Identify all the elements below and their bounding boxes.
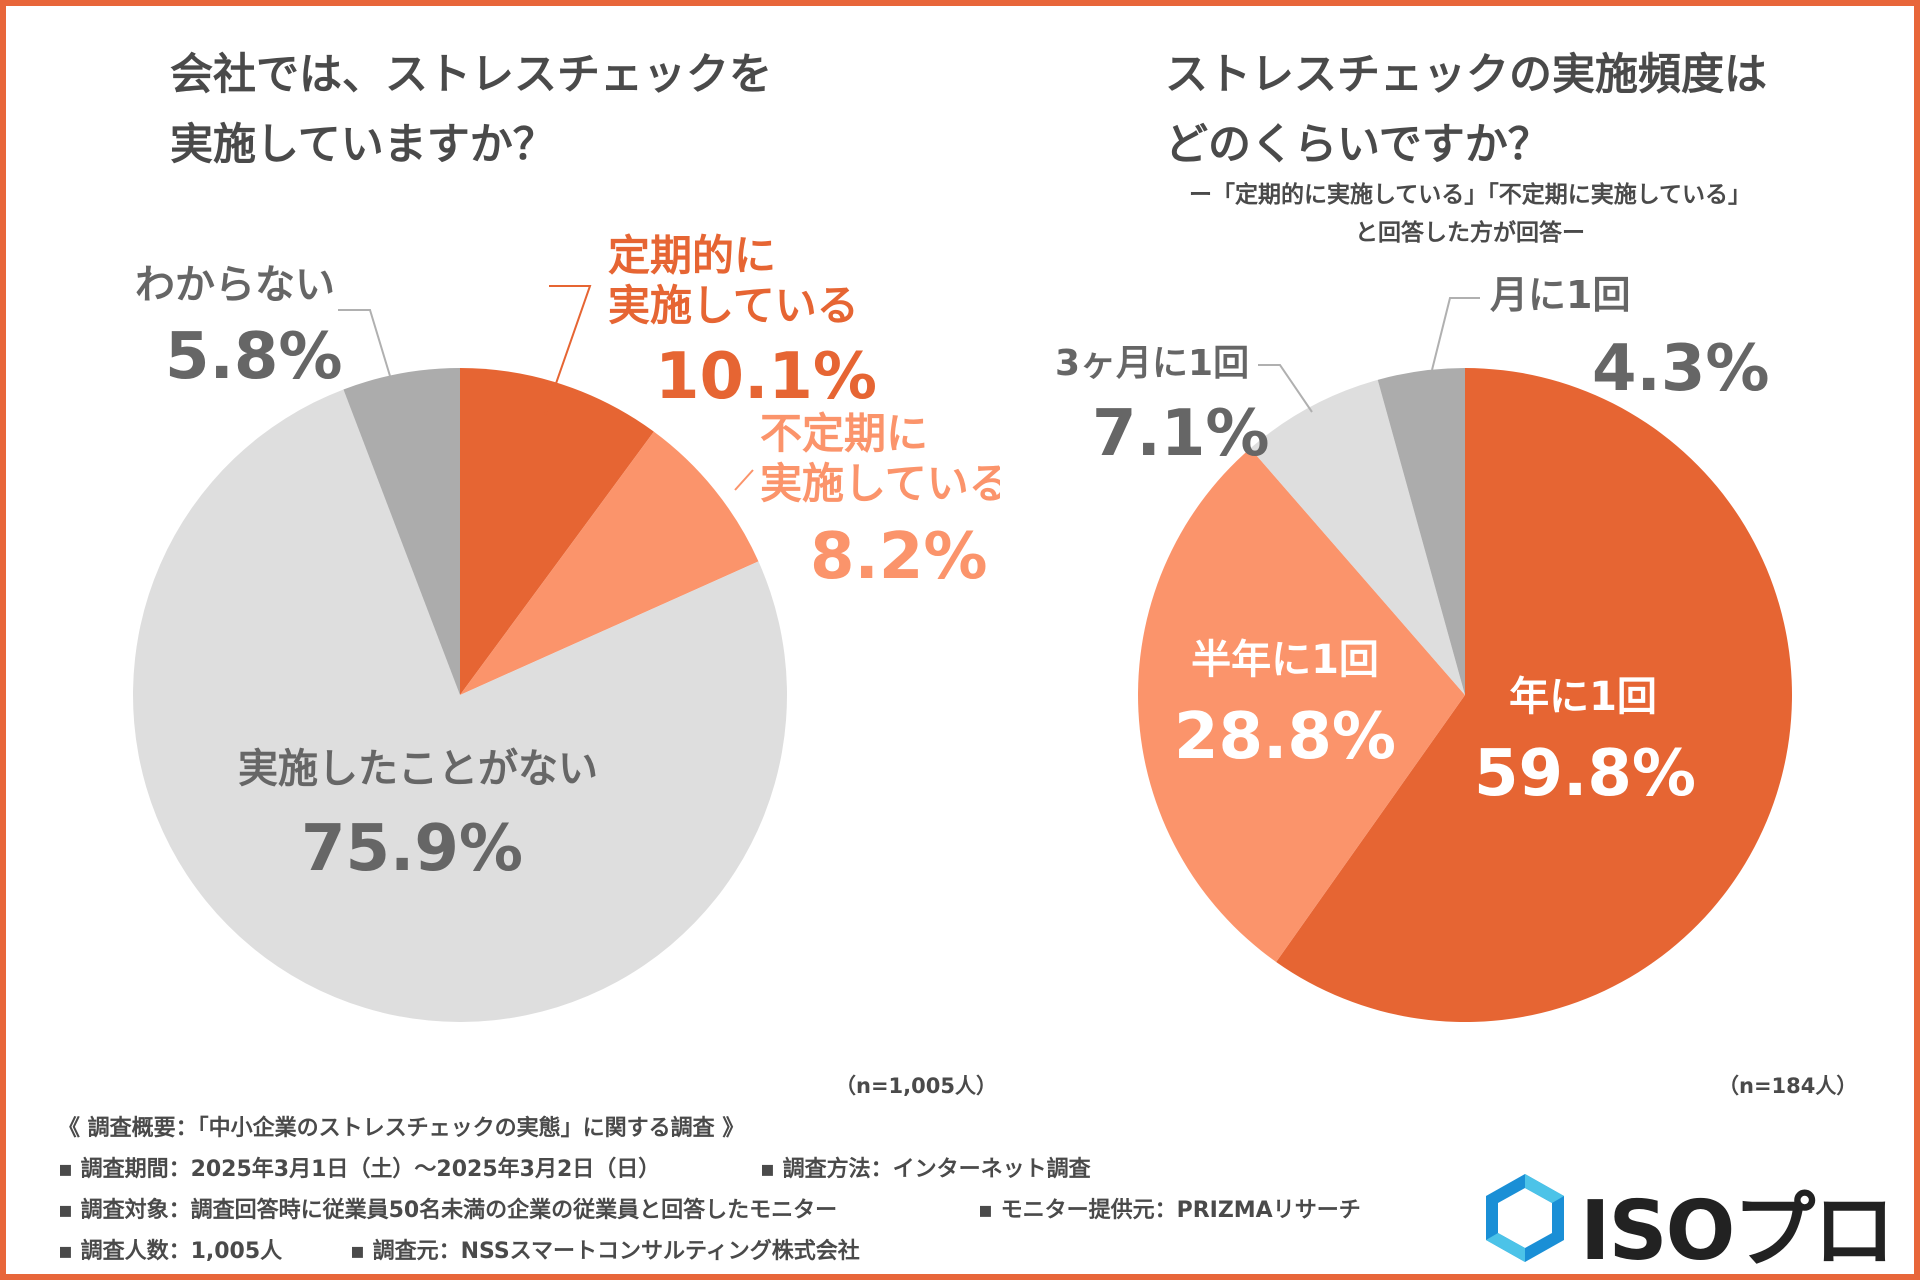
survey-heading: 《 調査概要：「中小企業のストレスチェックの実態」に関する調査 》 xyxy=(58,1116,745,1141)
isopro-logo: ISOプロ xyxy=(1480,1168,1900,1279)
right-pie-chart: 年に1回 59.8% 半年に1回 28.8% 3ヶ月に1回 7.1% 月に1回 4.3% xyxy=(1055,273,1793,1022)
pie0-slice-1 xyxy=(460,431,759,695)
left-chart-title: 会社では、ストレスチェックを 実施していますか？ xyxy=(170,40,772,180)
right-chart-title: ストレスチェックの実施頻度は どのくらいですか？ xyxy=(1165,40,1767,180)
pie1-slice-3 xyxy=(1377,368,1465,695)
left-title-line1: 会社では、ストレスチェックを xyxy=(170,50,772,100)
right-chart-subtitle: ー「定期的に実施している」「不定期に実施している」 と回答した方が回答ー xyxy=(1120,176,1820,252)
left-label-0-line1: 定期的に xyxy=(608,231,776,280)
right-title-line1: ストレスチェックの実施頻度は xyxy=(1165,50,1767,100)
right-sample-size: （n=184人） xyxy=(1718,1074,1858,1098)
survey-method: ▪ 調査方法：インターネット調査 xyxy=(760,1157,1091,1182)
right-title-line2: どのくらいですか？ xyxy=(1165,120,1551,170)
left-label-1-line1: 不定期に xyxy=(760,409,928,458)
left-value-0: 10.1% xyxy=(655,340,877,414)
left-value-2: 75.9% xyxy=(301,812,523,886)
right-label-2: 3ヶ月に1回 xyxy=(1055,343,1249,384)
pie1-slice-0 xyxy=(1276,368,1793,1022)
right-subtitle-line2: と回答した方が回答ー xyxy=(1355,220,1585,246)
left-label-0-line2: 実施している xyxy=(608,281,859,330)
right-value-1: 28.8% xyxy=(1174,700,1396,774)
survey-period: ▪ 調査期間：2025年3月1日（土）〜2025年3月2日（日） xyxy=(58,1157,661,1182)
hexagon-logo-icon xyxy=(1486,1174,1564,1262)
pie0-slice-2 xyxy=(132,389,787,1022)
right-value-3: 4.3% xyxy=(1592,332,1770,406)
logo-text: ISOプロ xyxy=(1580,1184,1895,1279)
left-sample-size: （n=1,005人） xyxy=(835,1074,997,1098)
right-leader-line-3 xyxy=(1431,297,1480,371)
right-label-0: 年に1回 xyxy=(1509,674,1657,720)
right-value-2: 7.1% xyxy=(1092,397,1270,471)
survey-target: ▪ 調査対象：調査回答時に従業員50名未満の企業の従業員と回答したモニター xyxy=(58,1198,838,1223)
right-value-0: 59.8% xyxy=(1474,737,1696,811)
right-label-3: 月に1回 xyxy=(1490,273,1630,317)
left-title-line2: 実施していますか？ xyxy=(170,120,556,170)
left-leader-line-3 xyxy=(338,309,391,377)
right-subtitle-line1: ー「定期的に実施している」「不定期に実施している」 xyxy=(1188,182,1752,208)
left-label-1-line2: 実施している xyxy=(760,459,1000,508)
left-label-3: わからない xyxy=(135,262,335,308)
right-leader-line-2 xyxy=(1258,364,1313,413)
survey-source: ▪ 調査元：NSSスマートコンサルティング株式会社 xyxy=(350,1239,860,1264)
left-pie-chart: 定期的に実施している10.1%不定期に実施している8.2%実施したことがない75… xyxy=(132,231,1000,1022)
right-label-1: 半年に1回 xyxy=(1191,637,1379,683)
survey-count: ▪ 調査人数：1,005人 xyxy=(58,1239,283,1264)
pie0-slice-3 xyxy=(343,368,460,695)
left-value-3: 5.8% xyxy=(165,320,343,394)
left-leader-line-1 xyxy=(734,469,754,491)
left-label-2: 実施したことがない xyxy=(238,746,598,792)
pie1-slice-2 xyxy=(1250,379,1465,695)
pie0-slice-0 xyxy=(460,368,654,695)
pie1-slice-1 xyxy=(1138,448,1465,962)
left-value-1: 8.2% xyxy=(810,520,988,594)
left-leader-line-0 xyxy=(544,285,592,416)
survey-provider: ▪ モニター提供元：PRIZMAリサーチ xyxy=(978,1198,1361,1223)
